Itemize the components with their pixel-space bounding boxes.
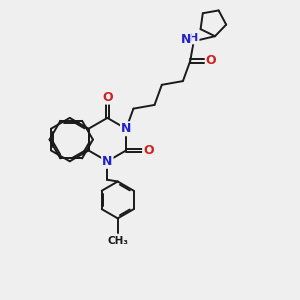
Text: CH₃: CH₃ (107, 236, 128, 246)
Text: O: O (143, 144, 154, 157)
Text: N: N (102, 155, 112, 168)
Text: N: N (121, 122, 131, 135)
Text: O: O (102, 91, 112, 103)
Text: N: N (180, 33, 191, 46)
Text: H: H (189, 33, 199, 43)
Text: O: O (206, 55, 216, 68)
